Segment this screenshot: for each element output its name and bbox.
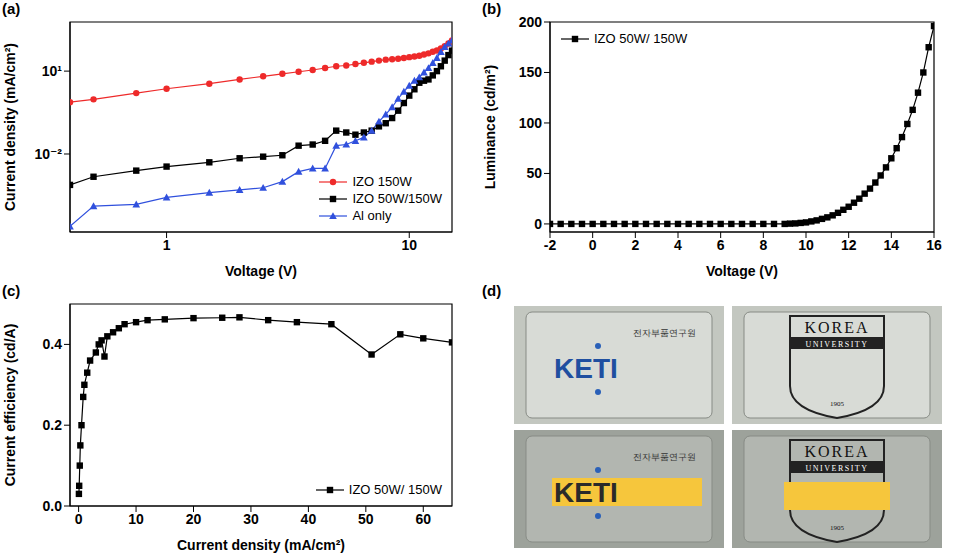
svg-text:Current density (mA/cm²): Current density (mA/cm²) bbox=[177, 537, 345, 553]
svg-text:10⁻²: 10⁻² bbox=[34, 146, 62, 162]
svg-text:KOREA: KOREA bbox=[804, 443, 869, 460]
svg-text:8: 8 bbox=[759, 237, 767, 253]
svg-text:KETI: KETI bbox=[554, 353, 618, 384]
svg-text:200: 200 bbox=[519, 14, 543, 30]
svg-text:40: 40 bbox=[301, 511, 317, 527]
svg-text:-2: -2 bbox=[544, 237, 557, 253]
svg-text:0: 0 bbox=[534, 216, 542, 232]
svg-text:0.0: 0.0 bbox=[43, 498, 63, 514]
html-text:Al only: Al only bbox=[352, 208, 392, 223]
svg-text:0: 0 bbox=[589, 237, 597, 253]
svg-text:10: 10 bbox=[798, 237, 814, 253]
svg-text:10: 10 bbox=[401, 237, 417, 253]
svg-text:Current efficiency (cd/A): Current efficiency (cd/A) bbox=[2, 324, 18, 487]
svg-text:60: 60 bbox=[415, 511, 431, 527]
svg-text:12: 12 bbox=[841, 237, 857, 253]
svg-text:6: 6 bbox=[717, 237, 725, 253]
svg-text:16: 16 bbox=[926, 237, 942, 253]
svg-text:4: 4 bbox=[674, 237, 682, 253]
html-text:(d): (d) bbox=[482, 282, 502, 299]
html-text:IZO 50W/ 150W: IZO 50W/ 150W bbox=[594, 31, 688, 46]
svg-text:100: 100 bbox=[519, 115, 543, 131]
svg-text:전자부품연구원: 전자부품연구원 bbox=[633, 452, 696, 462]
svg-text:전자부품연구원: 전자부품연구원 bbox=[633, 328, 696, 338]
svg-text:KOREA: KOREA bbox=[804, 319, 869, 336]
svg-text:1905: 1905 bbox=[830, 400, 845, 408]
html-text:(c): (c) bbox=[2, 282, 21, 299]
svg-text:30: 30 bbox=[243, 511, 259, 527]
svg-text:20: 20 bbox=[186, 511, 202, 527]
svg-text:Voltage (V): Voltage (V) bbox=[225, 263, 297, 279]
svg-text:150: 150 bbox=[519, 64, 543, 80]
html-text:(b): (b) bbox=[482, 0, 502, 17]
svg-text:Voltage (V): Voltage (V) bbox=[706, 263, 778, 279]
svg-text:Current density (mA/cm²): Current density (mA/cm²) bbox=[2, 43, 18, 211]
svg-text:Luminance (cd/m²): Luminance (cd/m²) bbox=[482, 65, 498, 189]
html-text:IZO 50W/150W: IZO 50W/150W bbox=[352, 191, 442, 206]
svg-text:1: 1 bbox=[163, 237, 171, 253]
svg-text:50: 50 bbox=[526, 165, 542, 181]
html-text:IZO 50W/ 150W: IZO 50W/ 150W bbox=[348, 482, 442, 497]
svg-text:50: 50 bbox=[358, 511, 374, 527]
svg-text:2: 2 bbox=[631, 237, 639, 253]
svg-text:UNIVERSITY: UNIVERSITY bbox=[806, 464, 869, 473]
svg-text:14: 14 bbox=[884, 237, 900, 253]
svg-text:0: 0 bbox=[75, 511, 83, 527]
svg-text:UNIVERSITY: UNIVERSITY bbox=[806, 340, 869, 349]
svg-text:KETI: KETI bbox=[554, 477, 618, 508]
svg-text:10¹: 10¹ bbox=[42, 63, 63, 79]
svg-text:1905: 1905 bbox=[830, 524, 845, 532]
svg-text:0.4: 0.4 bbox=[43, 336, 63, 352]
html-text:(a): (a) bbox=[2, 0, 21, 17]
svg-text:10: 10 bbox=[128, 511, 144, 527]
html-text:IZO 150W: IZO 150W bbox=[352, 174, 412, 189]
svg-text:0.2: 0.2 bbox=[43, 417, 63, 433]
